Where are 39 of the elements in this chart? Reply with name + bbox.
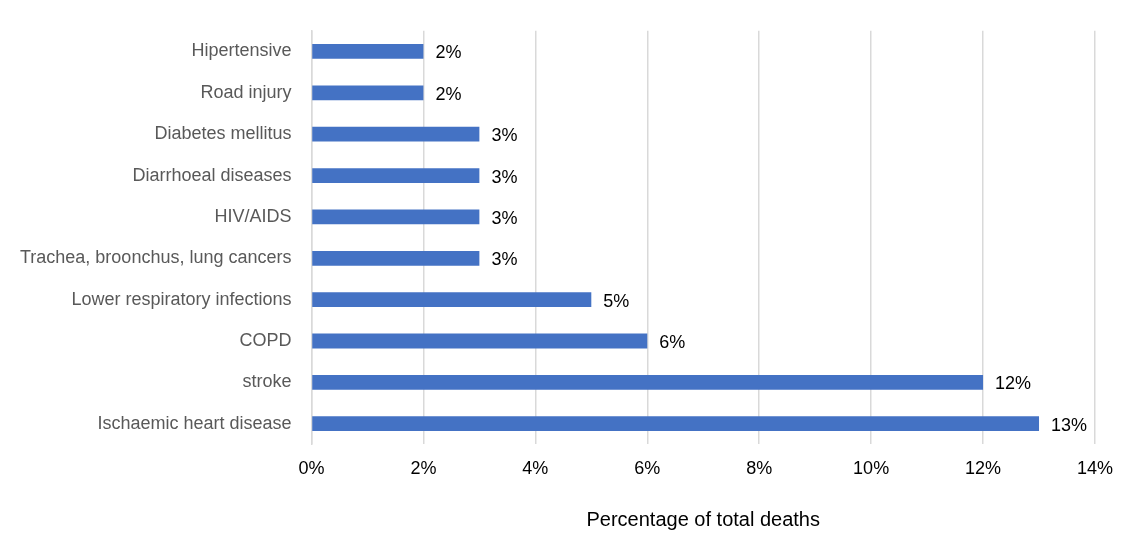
y-tick-label: HIV/AIDS (214, 205, 292, 226)
data-label: 3% (491, 125, 518, 146)
x-tick-label: 6% (634, 458, 661, 479)
y-tick-label: stroke (242, 371, 292, 392)
y-tick-label: COPD (239, 329, 292, 350)
x-tick-label: 0% (298, 458, 325, 479)
y-tick-label: Lower respiratory infections (71, 288, 292, 309)
y-tick-label: Hipertensive (191, 40, 292, 61)
data-label: 3% (491, 207, 518, 228)
y-tick-label: Trachea, broonchus, lung cancers (19, 247, 292, 268)
y-tick-label: Road injury (200, 81, 292, 102)
x-axis-title: Percentage of total deaths (586, 507, 820, 530)
data-label: 3% (491, 166, 518, 187)
data-label: 13% (1051, 414, 1088, 435)
x-tick-label: 12% (965, 458, 1002, 479)
y-tick-label: Diabetes mellitus (154, 123, 292, 144)
y-tick-label: Diarrhoeal diseases (132, 164, 292, 185)
bar (312, 250, 480, 266)
x-tick-label: 10% (853, 458, 890, 479)
x-tick-label: 4% (522, 458, 549, 479)
bar (312, 333, 648, 349)
bar (312, 44, 424, 59)
data-label: 3% (491, 249, 518, 270)
data-label: 6% (659, 331, 686, 352)
x-tick-label: 2% (410, 458, 437, 479)
bar (312, 416, 1040, 432)
data-label: 2% (435, 42, 462, 63)
bar (312, 209, 480, 225)
x-tick-label: 8% (746, 458, 773, 479)
data-label: 2% (435, 83, 462, 104)
bar (312, 168, 480, 183)
bar (312, 126, 480, 142)
y-tick-label: Ischaemic heart disease (97, 412, 292, 433)
data-label: 5% (603, 290, 630, 311)
bar (312, 374, 984, 390)
bar (312, 85, 424, 101)
x-tick-label: 14% (1076, 458, 1113, 479)
bar (312, 292, 592, 308)
data-label: 12% (995, 373, 1032, 394)
